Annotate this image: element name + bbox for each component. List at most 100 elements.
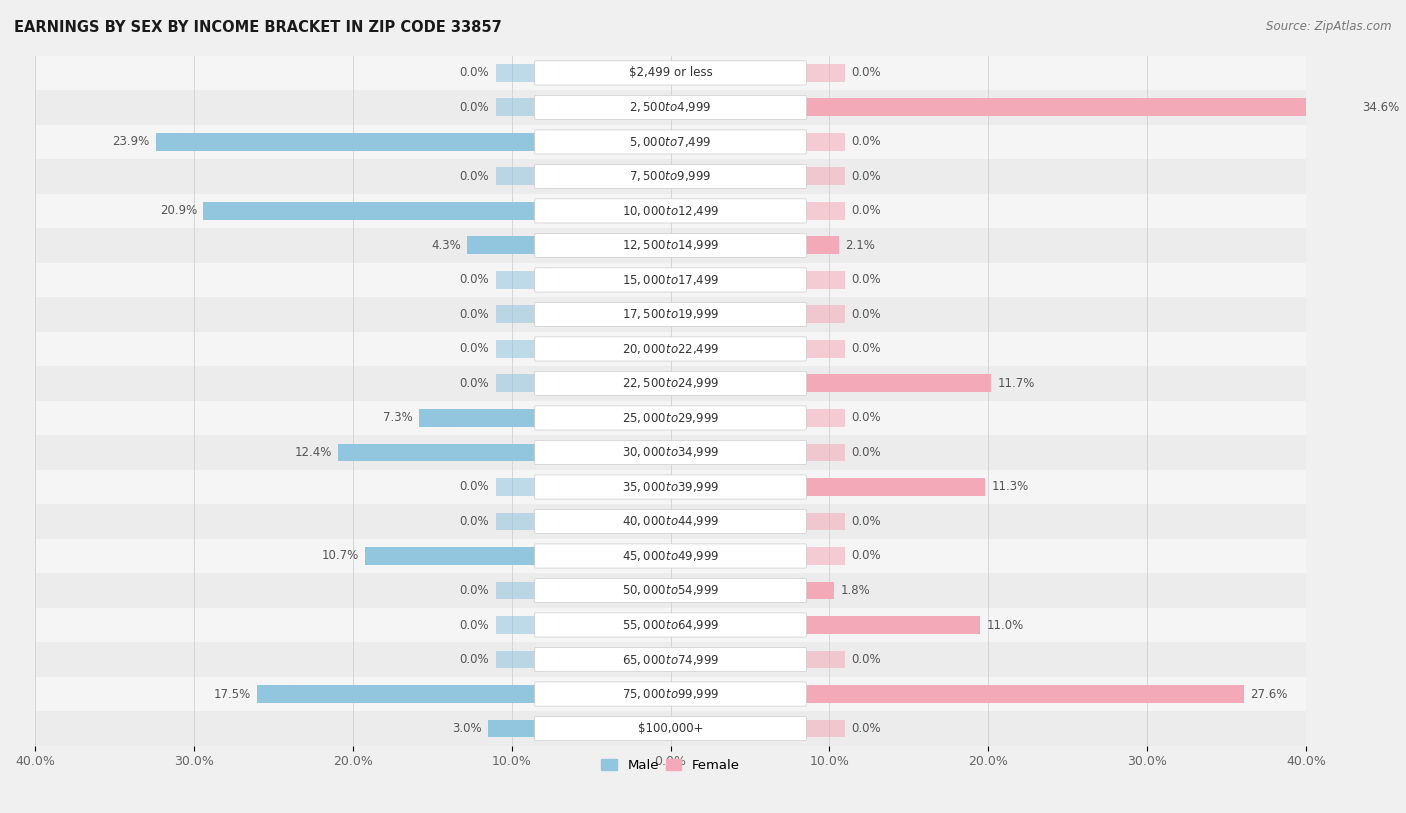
Text: $12,500 to $14,999: $12,500 to $14,999 bbox=[621, 238, 720, 252]
Text: 3.0%: 3.0% bbox=[451, 722, 481, 735]
FancyBboxPatch shape bbox=[534, 95, 807, 120]
FancyBboxPatch shape bbox=[534, 578, 807, 602]
Text: $17,500 to $19,999: $17,500 to $19,999 bbox=[621, 307, 720, 321]
Text: 0.0%: 0.0% bbox=[460, 515, 489, 528]
Bar bbox=[467, 237, 536, 254]
Bar bbox=[35, 573, 1306, 608]
Text: 0.0%: 0.0% bbox=[852, 204, 882, 217]
FancyBboxPatch shape bbox=[534, 682, 807, 706]
Bar bbox=[496, 271, 536, 289]
FancyBboxPatch shape bbox=[534, 233, 807, 258]
Bar bbox=[496, 375, 536, 393]
Text: $22,500 to $24,999: $22,500 to $24,999 bbox=[621, 376, 720, 390]
Text: 11.0%: 11.0% bbox=[987, 619, 1024, 632]
FancyBboxPatch shape bbox=[534, 544, 807, 568]
Text: 0.0%: 0.0% bbox=[460, 342, 489, 355]
Text: 0.0%: 0.0% bbox=[852, 722, 882, 735]
FancyBboxPatch shape bbox=[534, 267, 807, 292]
Text: 12.4%: 12.4% bbox=[295, 446, 332, 459]
Text: 0.0%: 0.0% bbox=[852, 273, 882, 286]
Bar bbox=[35, 711, 1306, 746]
Text: $65,000 to $74,999: $65,000 to $74,999 bbox=[621, 653, 720, 667]
Bar bbox=[339, 444, 536, 462]
FancyBboxPatch shape bbox=[534, 164, 807, 189]
Text: $2,500 to $4,999: $2,500 to $4,999 bbox=[630, 101, 711, 115]
FancyBboxPatch shape bbox=[534, 61, 807, 85]
Text: 0.0%: 0.0% bbox=[460, 101, 489, 114]
Bar bbox=[806, 547, 845, 565]
Bar bbox=[806, 133, 845, 151]
Text: $25,000 to $29,999: $25,000 to $29,999 bbox=[621, 411, 718, 425]
Bar bbox=[35, 504, 1306, 539]
Bar bbox=[35, 228, 1306, 263]
FancyBboxPatch shape bbox=[534, 372, 807, 396]
Text: $35,000 to $39,999: $35,000 to $39,999 bbox=[621, 480, 720, 494]
FancyBboxPatch shape bbox=[534, 647, 807, 672]
Text: 0.0%: 0.0% bbox=[852, 411, 882, 424]
Text: $5,000 to $7,499: $5,000 to $7,499 bbox=[630, 135, 711, 149]
Text: 0.0%: 0.0% bbox=[852, 342, 882, 355]
Text: 7.3%: 7.3% bbox=[384, 411, 413, 424]
Bar bbox=[496, 478, 536, 496]
Text: 0.0%: 0.0% bbox=[460, 480, 489, 493]
Bar bbox=[496, 650, 536, 668]
Bar bbox=[488, 720, 536, 737]
Text: 2.1%: 2.1% bbox=[845, 239, 875, 252]
Text: 0.0%: 0.0% bbox=[852, 550, 882, 563]
FancyBboxPatch shape bbox=[534, 441, 807, 464]
Text: 0.0%: 0.0% bbox=[460, 653, 489, 666]
Bar bbox=[419, 409, 536, 427]
Text: $45,000 to $49,999: $45,000 to $49,999 bbox=[621, 549, 720, 563]
Bar bbox=[806, 340, 845, 358]
Text: 17.5%: 17.5% bbox=[214, 688, 252, 701]
Bar bbox=[35, 55, 1306, 90]
Text: 0.0%: 0.0% bbox=[460, 377, 489, 390]
Bar bbox=[806, 98, 1355, 116]
Bar bbox=[35, 676, 1306, 711]
Bar bbox=[366, 547, 536, 565]
Text: $2,499 or less: $2,499 or less bbox=[628, 67, 713, 80]
Bar bbox=[806, 720, 845, 737]
FancyBboxPatch shape bbox=[534, 613, 807, 637]
Text: $10,000 to $12,499: $10,000 to $12,499 bbox=[621, 204, 720, 218]
Bar bbox=[806, 306, 845, 324]
Text: 0.0%: 0.0% bbox=[460, 584, 489, 597]
Bar bbox=[806, 616, 980, 634]
Bar bbox=[35, 159, 1306, 193]
Text: 0.0%: 0.0% bbox=[460, 170, 489, 183]
Bar bbox=[806, 444, 845, 462]
Bar bbox=[35, 470, 1306, 504]
Text: $30,000 to $34,999: $30,000 to $34,999 bbox=[621, 446, 720, 459]
Bar bbox=[35, 366, 1306, 401]
Text: 27.6%: 27.6% bbox=[1250, 688, 1288, 701]
Text: 11.7%: 11.7% bbox=[998, 377, 1035, 390]
Bar bbox=[806, 409, 845, 427]
Text: 0.0%: 0.0% bbox=[852, 136, 882, 149]
Bar bbox=[806, 64, 845, 82]
Bar bbox=[806, 512, 845, 530]
Text: 10.7%: 10.7% bbox=[322, 550, 359, 563]
FancyBboxPatch shape bbox=[534, 302, 807, 327]
Text: 0.0%: 0.0% bbox=[852, 446, 882, 459]
Bar bbox=[204, 202, 536, 220]
Text: 20.9%: 20.9% bbox=[160, 204, 197, 217]
Text: 0.0%: 0.0% bbox=[460, 619, 489, 632]
Bar bbox=[806, 375, 991, 393]
Bar bbox=[806, 167, 845, 185]
Bar bbox=[35, 401, 1306, 435]
Bar bbox=[806, 685, 1244, 703]
Bar bbox=[35, 298, 1306, 332]
FancyBboxPatch shape bbox=[534, 406, 807, 430]
FancyBboxPatch shape bbox=[534, 199, 807, 223]
Bar bbox=[257, 685, 536, 703]
Bar bbox=[35, 539, 1306, 573]
Text: 0.0%: 0.0% bbox=[852, 67, 882, 80]
Text: 0.0%: 0.0% bbox=[852, 653, 882, 666]
Text: 1.8%: 1.8% bbox=[841, 584, 870, 597]
Text: $50,000 to $54,999: $50,000 to $54,999 bbox=[621, 584, 720, 598]
Bar bbox=[156, 133, 536, 151]
Text: $100,000+: $100,000+ bbox=[638, 722, 703, 735]
Text: $40,000 to $44,999: $40,000 to $44,999 bbox=[621, 515, 720, 528]
FancyBboxPatch shape bbox=[534, 716, 807, 741]
Bar bbox=[496, 167, 536, 185]
